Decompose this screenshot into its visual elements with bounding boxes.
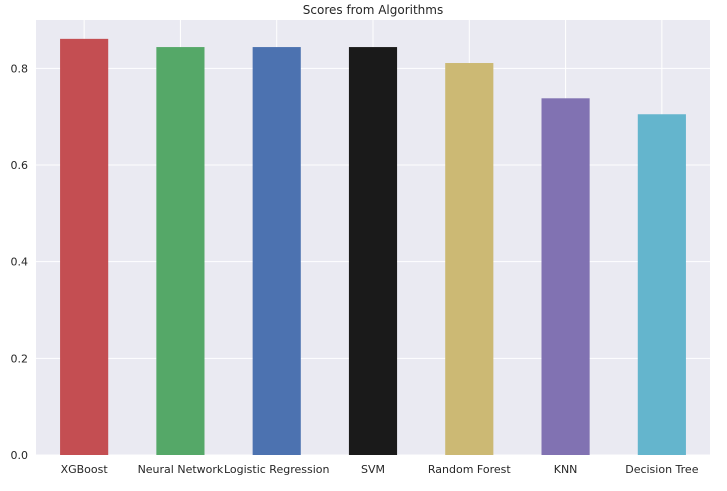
- bar-random-forest: [445, 63, 494, 456]
- x-tick-label: Decision Tree: [625, 463, 698, 476]
- y-tick-label: 0.2: [11, 352, 29, 365]
- x-tick-label: SVM: [361, 463, 385, 476]
- x-tick-labels: XGBoost Neural Network Logistic Regression…: [61, 463, 699, 476]
- x-tick-label: XGBoost: [61, 463, 109, 476]
- y-tick-labels: 0.0 0.2 0.4 0.6 0.8: [11, 62, 29, 462]
- y-tick-label: 0.0: [11, 449, 29, 462]
- y-tick-label: 0.6: [11, 159, 29, 172]
- bar-svm: [348, 47, 398, 456]
- x-tick-label: Neural Network: [138, 463, 224, 476]
- y-tick-label: 0.4: [11, 256, 29, 269]
- x-tick-label: Logistic Regression: [224, 463, 330, 476]
- bar-decision-tree: [637, 114, 686, 455]
- bar-knn: [541, 98, 590, 456]
- bar-xgboost: [60, 38, 109, 455]
- bars: [60, 38, 686, 456]
- y-tick-label: 0.8: [11, 62, 29, 75]
- bar-neural-network: [156, 47, 205, 456]
- x-tick-label: KNN: [554, 463, 578, 476]
- chart-title: Scores from Algorithms: [303, 3, 443, 17]
- x-tick-label: Random Forest: [428, 463, 511, 476]
- bar-logistic-regression: [252, 47, 301, 456]
